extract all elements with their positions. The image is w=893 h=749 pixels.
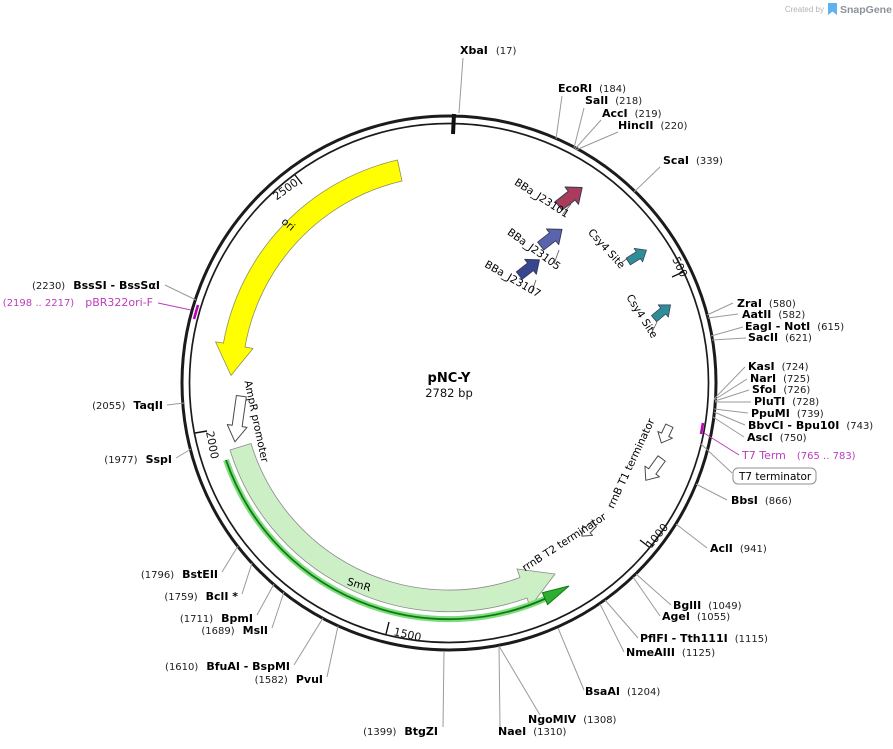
t7-terminator-box[interactable]	[732, 467, 817, 485]
primer-t7-term[interactable]: T7 Term (765 .. 783)	[699, 422, 856, 463]
bba-j23105-arrow[interactable]	[535, 222, 569, 254]
ampr-promoter-arrow[interactable]	[225, 395, 251, 443]
created-by-text: Created by	[785, 5, 824, 14]
enzyme-BpmI[interactable]: (1711) BpmI	[180, 612, 253, 625]
svg-text:T7 Term (765 .. 783): T7 Term (765 .. 783)	[741, 446, 856, 463]
attribution: Created by SnapGene	[785, 3, 892, 16]
scale-tick-2000: 2000	[203, 430, 221, 460]
enzyme-TaqII[interactable]: (2055) TaqII	[92, 399, 163, 412]
enzyme-MslI[interactable]: (1689) MslI	[201, 624, 268, 637]
enzyme-EagI-NotI[interactable]: EagI - NotI (615)	[745, 320, 844, 333]
enzyme-labels: XbaI (17) EcoRI (184) SalI (218) AccI (219) …	[32, 44, 873, 738]
pbr322ori-f-label[interactable]: pBR322ori-F	[85, 296, 153, 309]
t7-terminator-label[interactable]: T7 terminator	[738, 471, 812, 483]
enzyme-NmeAIII[interactable]: NmeAIII (1125)	[626, 646, 715, 659]
smr-arrow-line	[225, 459, 550, 621]
enzyme-PflFI-Tth111I[interactable]: PflFI - Tth111I (1115)	[640, 632, 768, 645]
enzyme-SacII[interactable]: SacII (621)	[748, 331, 812, 344]
pbr322ori-f-range: (2198 .. 2217)	[3, 298, 75, 309]
plasmid-length: 2782 bp	[425, 386, 473, 400]
enzyme-BbvCI-Bpu10I[interactable]: BbvCI - Bpu10I (743)	[748, 419, 873, 432]
scale-tick-500: 500	[669, 255, 690, 280]
svg-text:(2198 .. 2217) pBR322ori: (2198 .. 2217) pBR322ori-F	[3, 293, 153, 310]
feature-ori[interactable]: ori	[214, 159, 403, 377]
snapgene-ribbon-icon	[828, 3, 837, 15]
enzyme-BstEII[interactable]: (1796) BstEII	[141, 568, 218, 581]
primer-pbr322ori-f[interactable]: (2198 .. 2217) pBR322ori-F	[3, 293, 200, 320]
enzyme-PvuI[interactable]: (1582) PvuI	[255, 673, 323, 686]
csy4-site-1-label[interactable]: Csy4 Site	[585, 227, 627, 272]
origin-site-tick	[451, 113, 456, 135]
plasmid-title: pNC-Y 2782 bp	[425, 371, 473, 400]
plasmid-name: pNC-Y	[428, 371, 472, 386]
t7-term-range: (765 .. 783)	[797, 451, 856, 462]
enzyme-EcoRI[interactable]: EcoRI (184)	[558, 82, 626, 95]
scale-tick-1500: 1500	[392, 625, 422, 644]
enzyme-BbsI[interactable]: BbsI (866)	[731, 494, 792, 507]
snapgene-brand: SnapGene	[840, 4, 892, 16]
enzyme-PpuMI[interactable]: PpuMI (739)	[751, 407, 824, 420]
bba-j23107-arrow[interactable]	[513, 252, 545, 283]
ori-arrow[interactable]	[214, 159, 403, 377]
enzyme-AscI[interactable]: AscI (750)	[747, 431, 807, 444]
csy4-site-2-arrow[interactable]	[649, 299, 676, 325]
enzyme-SfoI[interactable]: SfoI (726)	[752, 383, 810, 396]
feature-csy4-site-2[interactable]: Csy4 Site	[623, 292, 675, 340]
rrnb-t2-arrow[interactable]	[577, 519, 599, 541]
rrnb-t1-label[interactable]: rrnB T1 terminator	[605, 416, 657, 510]
enzyme-SalI[interactable]: SalI (218)	[585, 94, 642, 107]
enzyme-AccI[interactable]: AccI (219)	[602, 107, 662, 120]
enzyme-HincII[interactable]: HincII (220)	[618, 119, 688, 132]
enzyme-ScaI[interactable]: ScaI (339)	[663, 154, 723, 167]
feature-csy4-site-1[interactable]: Csy4 Site	[585, 227, 650, 272]
bba-j23101-arrow[interactable]	[552, 179, 589, 215]
feature-bba-j23107[interactable]: BBa_J23107	[482, 252, 545, 301]
feature-rrnb-t1[interactable]: rrnB T1 terminator	[605, 416, 677, 511]
enzyme-leader-lines	[164, 57, 751, 728]
enzyme-BssSI-BssSaI[interactable]: (2230) BssSI - BssSαI	[32, 279, 160, 292]
smr-band[interactable]	[229, 442, 556, 613]
plasmid-backbone	[180, 113, 718, 652]
feature-bba-j23101[interactable]: BBa_J23101	[512, 176, 589, 221]
enzyme-AatII[interactable]: AatII (582)	[742, 308, 805, 321]
enzyme-NarI[interactable]: NarI (725)	[750, 372, 810, 385]
smr-arrowhead	[541, 585, 570, 606]
rrnb-t2-label[interactable]: rrnB T2 terminator	[520, 510, 609, 574]
csy4-site-1-arrow[interactable]	[624, 243, 651, 268]
t7-term-label[interactable]: T7 Term	[741, 449, 786, 462]
rrnb-t1-arrow-large[interactable]	[638, 453, 668, 485]
feature-t7-terminator[interactable]: T7 terminator	[699, 442, 817, 485]
enzyme-XbaI[interactable]: XbaI (17)	[460, 44, 517, 57]
enzyme-AgeI[interactable]: AgeI (1055)	[662, 610, 730, 623]
enzyme-BfuAI-BspMI[interactable]: (1610) BfuAI - BspMI	[165, 660, 290, 673]
enzyme-NgoMIV[interactable]: NgoMIV (1308)	[528, 713, 617, 726]
feature-smr[interactable]: SmR	[223, 442, 570, 623]
enzyme-NaeI[interactable]: NaeI (1310)	[498, 725, 567, 738]
enzyme-BtgZI[interactable]: (1399) BtgZI	[363, 725, 438, 738]
feature-rrnb-t2[interactable]: rrnB T2 terminator	[520, 510, 609, 574]
enzyme-BsaAI[interactable]: BsaAI (1204)	[585, 685, 660, 698]
enzyme-KasI[interactable]: KasI (724)	[748, 360, 809, 373]
enzyme-SspI[interactable]: (1977) SspI	[104, 453, 172, 466]
enzyme-AclI[interactable]: AclI (941)	[710, 542, 767, 555]
enzyme-PluTI[interactable]: PluTI (728)	[754, 395, 819, 408]
enzyme-BclI[interactable]: (1759) BclI *	[164, 590, 238, 603]
enzyme-ZraI[interactable]: ZraI (580)	[737, 297, 796, 310]
rrnb-t1-arrow-small[interactable]	[654, 422, 677, 446]
enzyme-BglII[interactable]: BglII (1049)	[673, 599, 742, 612]
